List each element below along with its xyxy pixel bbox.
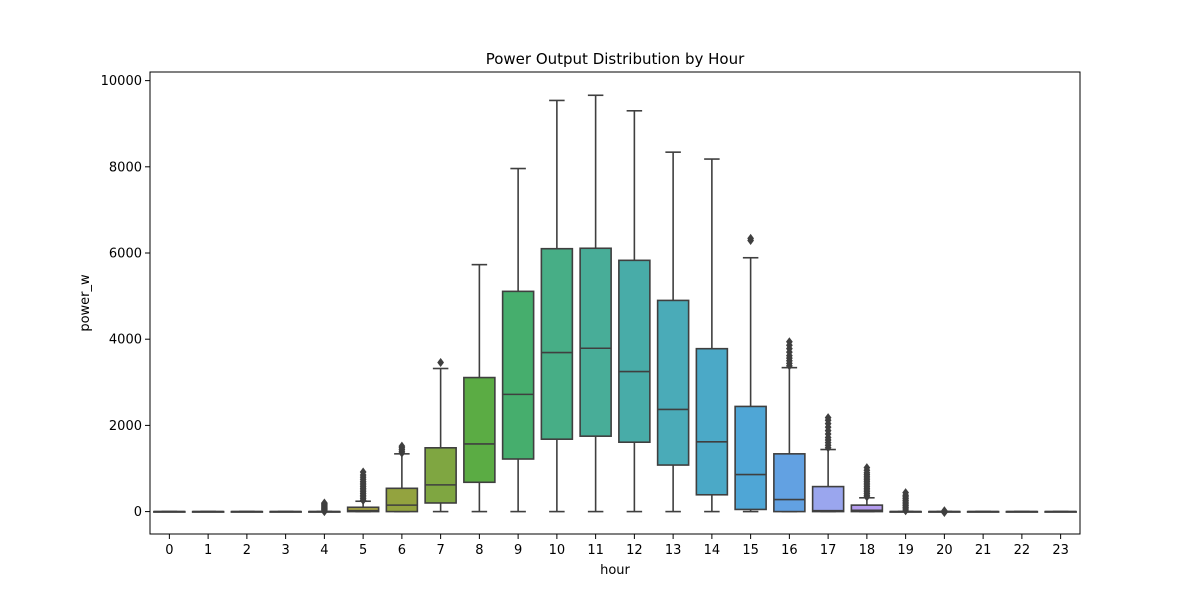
box [346, 506, 380, 513]
x-tick-label: 20 [936, 543, 953, 558]
box [385, 487, 419, 513]
box-group [191, 510, 225, 513]
box [618, 259, 651, 444]
box-group [773, 337, 806, 513]
box-group [734, 233, 767, 513]
x-tick-label: 23 [1052, 543, 1069, 558]
box-group [966, 510, 1000, 513]
x-axis: 0 1 2 3 4 5 6 7 8 9 10 11 12 13 14 15 16 17 18 19 20 21 22 23 [165, 534, 1069, 558]
plot-area [153, 94, 1077, 517]
x-tick-label: 6 [398, 543, 406, 558]
x-tick-label: 10 [549, 543, 566, 558]
x-tick-label: 22 [1014, 543, 1031, 558]
x-tick-label: 5 [359, 543, 367, 558]
box-group [579, 94, 612, 513]
box-group [811, 413, 845, 513]
box [656, 299, 690, 466]
y-tick-label: 8000 [109, 160, 142, 175]
box-group [695, 158, 729, 513]
box-group [346, 467, 380, 513]
x-tick-label: 15 [742, 543, 759, 558]
outlier-point [321, 498, 328, 508]
box [579, 247, 612, 437]
outlier-point [863, 463, 871, 473]
box [540, 247, 574, 440]
x-tick-label: 7 [436, 543, 444, 558]
y-axis: 0 2000 4000 6000 8000 10000 [101, 74, 150, 520]
x-tick-label: 9 [514, 543, 522, 558]
box [424, 447, 457, 504]
outlier-point [824, 413, 832, 423]
chart-title: Power Output Distribution by Hour [486, 50, 745, 68]
outlier-point [747, 233, 754, 243]
box-group [850, 463, 884, 513]
box-group [230, 510, 264, 513]
box [501, 290, 535, 460]
box [695, 347, 729, 496]
x-tick-label: 18 [859, 543, 876, 558]
box [463, 376, 496, 484]
y-tick-label: 0 [134, 505, 142, 520]
y-tick-label: 4000 [109, 333, 142, 348]
x-tick-label: 13 [665, 543, 682, 558]
box [850, 504, 884, 513]
outlier-point [437, 357, 444, 367]
box-group [656, 151, 690, 513]
box [734, 405, 767, 511]
x-tick-label: 21 [975, 543, 992, 558]
box-group [618, 109, 651, 513]
box-group [501, 167, 535, 513]
outlier-point [359, 467, 367, 477]
box-group [424, 357, 457, 513]
box-group [308, 498, 341, 517]
box-group [889, 488, 922, 516]
box [773, 453, 806, 513]
outlier-point [398, 441, 406, 451]
box-group [540, 99, 574, 513]
box-group [153, 510, 186, 513]
y-tick-label: 10000 [101, 74, 142, 89]
box [811, 485, 845, 513]
box-group [385, 441, 419, 513]
x-tick-label: 2 [243, 543, 251, 558]
outlier-point [786, 337, 793, 347]
plot-frame [149, 71, 1081, 535]
box-group [269, 510, 302, 513]
box-group [928, 506, 961, 517]
box-group [1044, 510, 1077, 513]
x-tick-label: 11 [587, 543, 604, 558]
x-axis-label: hour [600, 563, 630, 578]
y-axis-label: power_w [78, 274, 93, 332]
x-tick-label: 17 [820, 543, 837, 558]
box-group [1005, 510, 1039, 513]
y-tick-label: 6000 [109, 247, 142, 262]
box-group [463, 263, 496, 513]
x-tick-label: 19 [897, 543, 914, 558]
x-tick-label: 4 [320, 543, 328, 558]
x-tick-label: 0 [165, 543, 173, 558]
y-tick-label: 2000 [109, 419, 142, 434]
outlier-point [902, 488, 909, 498]
x-tick-label: 3 [281, 543, 289, 558]
x-tick-label: 12 [626, 543, 643, 558]
x-tick-label: 14 [704, 543, 721, 558]
x-tick-label: 16 [781, 543, 798, 558]
x-tick-label: 1 [204, 543, 212, 558]
outlier-point [941, 506, 948, 516]
x-tick-label: 8 [475, 543, 483, 558]
